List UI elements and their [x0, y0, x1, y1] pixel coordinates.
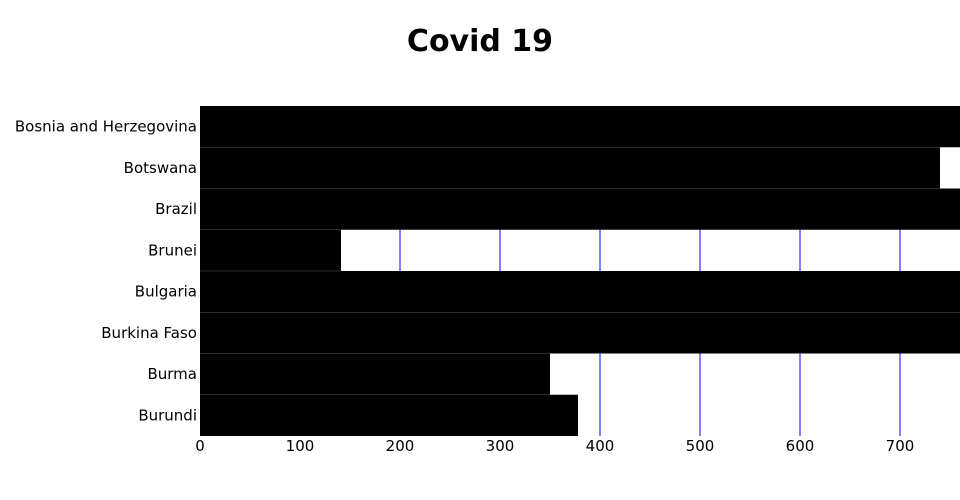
bar: [200, 271, 960, 313]
x-tick-label: 100: [286, 437, 315, 455]
category-label: Bulgaria: [135, 283, 197, 301]
category-labels: Bosnia and Herzegovina Botswana Brazil Brun…: [15, 118, 197, 425]
x-tick-label: 500: [686, 437, 715, 455]
category-label: Brunei: [148, 241, 197, 259]
x-tick-label: 300: [486, 437, 515, 455]
category-label: Bosnia and Herzegovina: [15, 118, 197, 136]
category-label: Burkina Faso: [101, 324, 197, 342]
bar: [200, 353, 550, 395]
bar: [200, 229, 341, 271]
category-label: Burma: [147, 365, 197, 383]
category-label: Brazil: [155, 200, 197, 218]
chart-title: Covid 19: [406, 24, 554, 59]
category-label: Burundi: [138, 406, 197, 424]
bar: [200, 188, 960, 230]
category-label: Botswana: [124, 159, 197, 177]
x-tick-label: 600: [786, 437, 815, 455]
bar: [200, 312, 960, 354]
x-axis-ticks: 0 100 200 300 400 500 600 700: [195, 437, 914, 455]
x-tick-label: 0: [195, 437, 205, 455]
bars: [200, 106, 960, 436]
x-tick-label: 700: [886, 437, 915, 455]
x-tick-label: 400: [586, 437, 615, 455]
bar: [200, 106, 960, 148]
bar: [200, 147, 940, 189]
x-tick-label: 200: [386, 437, 415, 455]
bar: [200, 394, 578, 436]
